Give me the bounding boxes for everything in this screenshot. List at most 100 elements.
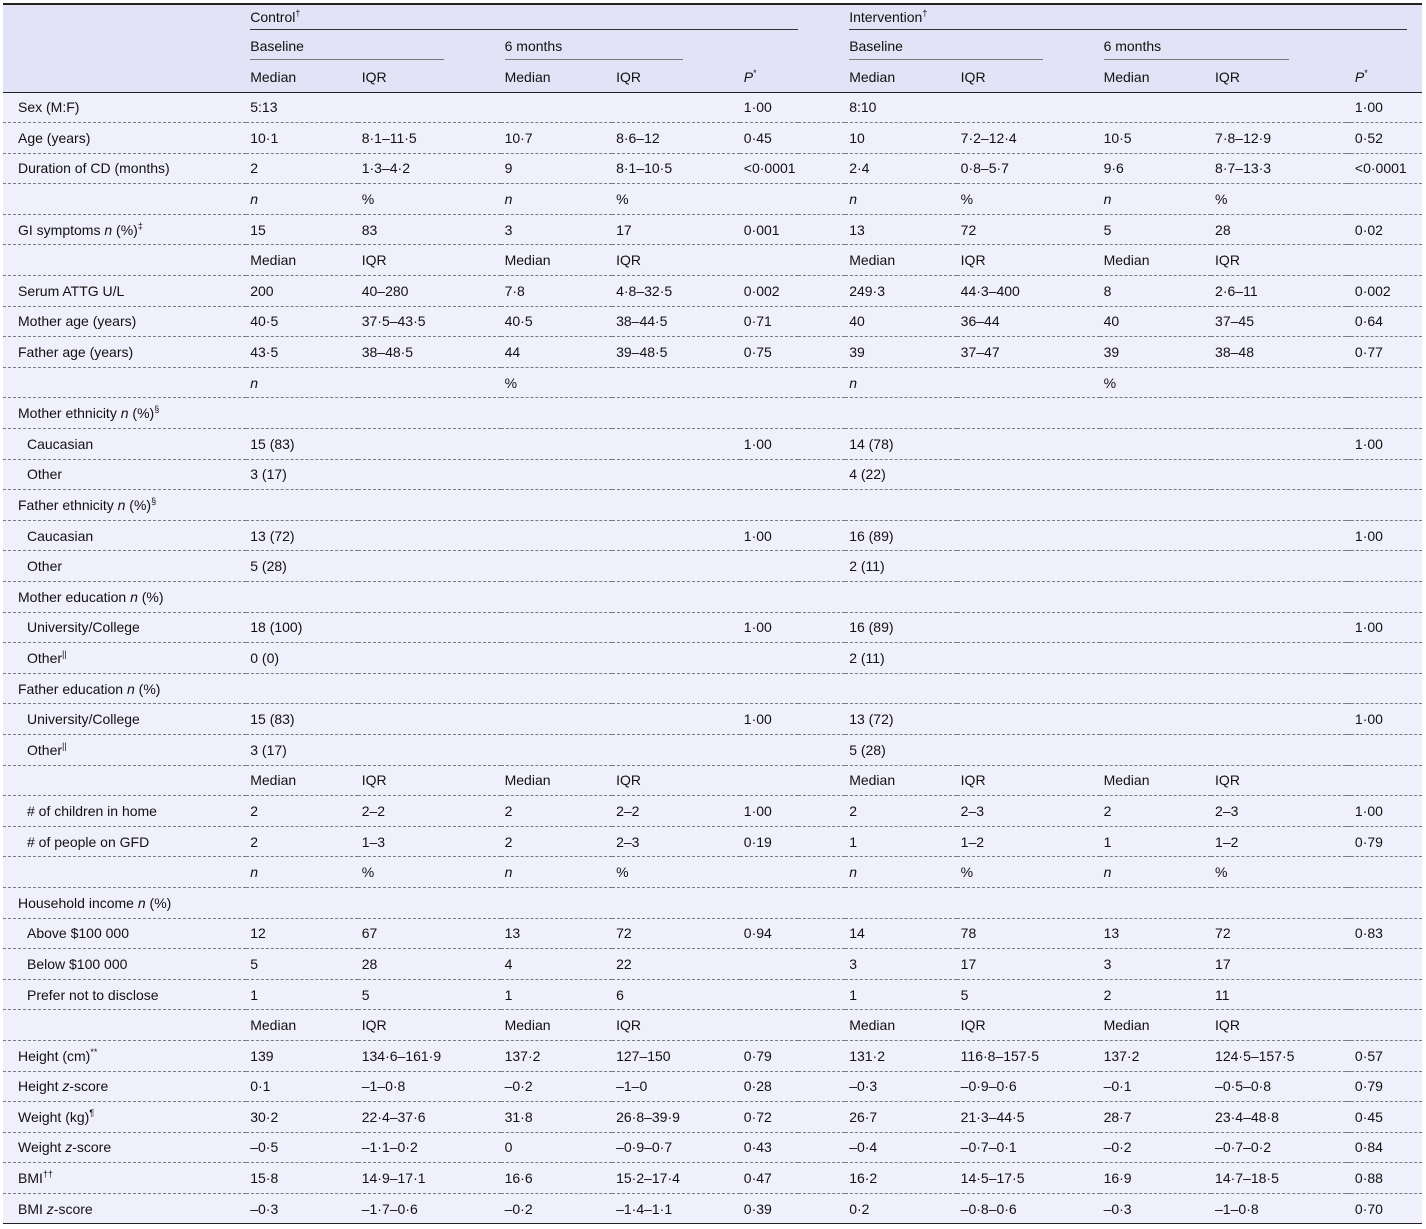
control-baseline-median: 30·2	[246, 1101, 358, 1133]
control-baseline-iqr: 1–3	[357, 826, 501, 858]
control-p-value: 0·94	[739, 918, 846, 950]
intervention-6m-median: 5	[1099, 214, 1212, 246]
intervention-baseline-median: –0·4	[845, 1132, 957, 1164]
control-p-value	[739, 459, 846, 491]
control-baseline-median: n	[246, 183, 358, 215]
control-6m-iqr	[612, 367, 740, 399]
control-6m-median: 0	[500, 1132, 613, 1164]
intervention-6m-iqr: 8·7–13·3	[1211, 153, 1346, 185]
table-row: Median IQR Median IQR Median IQR Median IQR	[3, 244, 1422, 277]
table-row: n% n% n% n%	[3, 856, 1422, 888]
table-row: Prefer not to disclose 1 5 1 6 1 5 2 11	[3, 979, 1422, 1011]
intervention-6m-iqr	[1211, 428, 1346, 460]
intervention-p-value	[1350, 581, 1422, 613]
intervention-baseline-iqr: 44·3–400	[956, 275, 1100, 307]
control-baseline-iqr	[357, 92, 501, 124]
intervention-6m-median: –0·1	[1099, 1071, 1212, 1103]
control-baseline-iqr	[357, 612, 501, 644]
intervention-baseline-median	[845, 673, 957, 705]
control-6m-median	[500, 459, 613, 491]
spacer-cell	[1345, 1040, 1351, 1072]
intervention-6m-iqr: 14·7–18·5	[1211, 1162, 1346, 1194]
control-baseline-iqr: %	[357, 856, 501, 888]
intervention-6m-iqr	[1211, 581, 1346, 613]
spacer-cell	[1345, 612, 1351, 644]
control-p-value	[739, 489, 846, 521]
intervention-6m-median	[1099, 459, 1212, 491]
intervention-baseline-median: 1	[845, 979, 957, 1011]
intervention-6m-median: 2	[1099, 795, 1212, 827]
intervention-6m-iqr: IQR	[1211, 765, 1346, 797]
control-6m-median	[500, 673, 613, 705]
control-6m-iqr	[612, 489, 740, 521]
control-p-value: 0·72	[739, 1101, 846, 1133]
intervention-p-value	[1350, 397, 1422, 430]
table-row: BMI z-score –0·3 –1·7–0·6 –0·2 –1·4–1·1 0·39 0…	[3, 1193, 1422, 1225]
intervention-baseline-iqr: 116·8–157·5	[956, 1040, 1100, 1072]
intervention-6m-median: 9·6	[1099, 153, 1212, 185]
control-6m-median: 31·8	[500, 1101, 613, 1133]
spacer-cell	[1345, 581, 1351, 613]
control-baseline-median: 0 (0)	[246, 642, 358, 674]
intervention-6m-median	[1099, 581, 1212, 613]
control-p-value	[739, 734, 846, 766]
control-6m-iqr: 17	[612, 214, 740, 246]
control-6m-iqr: %	[612, 183, 740, 215]
intervention-baseline-iqr	[956, 550, 1100, 582]
control-6m-iqr: 2–3	[612, 826, 740, 858]
intervention-6m-iqr	[1211, 367, 1346, 399]
intervention-6m-iqr	[1211, 520, 1346, 552]
control-6m-median: 1	[500, 979, 613, 1011]
intervention-p-value: <0·0001	[1350, 153, 1422, 185]
intervention-6m-iqr: 1–2	[1211, 826, 1346, 858]
intervention-baseline-iqr	[956, 489, 1100, 521]
intervention-baseline-iqr	[956, 734, 1100, 766]
control-baseline-iqr	[357, 428, 501, 460]
intervention-p-value	[1350, 489, 1422, 521]
intervention-p-value	[1350, 550, 1422, 582]
table-row: # of children in home 2 2–2 2 2–2 1·00 2 2–3 2 2–…	[3, 795, 1422, 827]
intervention-p-value: 0·79	[1350, 826, 1422, 858]
intervention-p-value	[1350, 1009, 1422, 1041]
intervention-6m-median	[1099, 428, 1212, 460]
intervention-baseline-iqr	[956, 673, 1100, 705]
intervention-6m-median: %	[1099, 367, 1212, 399]
spacer-cell	[1345, 734, 1351, 766]
spacer-cell	[1345, 673, 1351, 705]
row-label: Duration of CD (months)	[3, 153, 247, 185]
control-6m-iqr	[612, 550, 740, 582]
intervention-6m-iqr: IQR	[1211, 244, 1346, 277]
control-baseline-median	[246, 887, 358, 919]
control-baseline-median: 15·8	[246, 1162, 358, 1194]
intervention-6m-median: n	[1099, 856, 1212, 888]
row-label	[3, 183, 247, 215]
intervention-6m-median	[1099, 92, 1212, 124]
intervention-baseline-iqr	[956, 92, 1100, 124]
control-baseline-iqr: –1–0·8	[357, 1071, 501, 1103]
intervention-baseline-iqr: 1–2	[956, 826, 1100, 858]
control-baseline-median: 43·5	[246, 336, 358, 368]
control-baseline-iqr: 134·6–161·9	[357, 1040, 501, 1072]
row-label: Household income n (%)	[3, 887, 247, 919]
control-6m-iqr	[612, 520, 740, 552]
control-p-value: 0·19	[739, 826, 846, 858]
table-row: Age (years) 10·1 8·1–11·5 10·7 8·6–12 0·45 10 7…	[3, 122, 1422, 154]
control-baseline-iqr	[357, 520, 501, 552]
control-baseline-iqr: 8·1–11·5	[357, 122, 501, 154]
control-6m-iqr: 15·2–17·4	[612, 1162, 740, 1194]
intervention-baseline-iqr	[956, 581, 1100, 613]
intervention-baseline-iqr: 21·3–44·5	[956, 1101, 1100, 1133]
intervention-6m-median: –0·2	[1099, 1132, 1212, 1164]
intervention-6m-median: n	[1099, 183, 1212, 215]
intervention-p-value: 0·002	[1350, 275, 1422, 307]
intervention-p-value	[1350, 673, 1422, 705]
table-row: Mother age (years) 40·5 37·5–43·5 40·5 38–44…	[3, 306, 1422, 338]
spacer-cell	[1345, 703, 1351, 735]
control-baseline-median: 5:13	[246, 92, 358, 124]
row-label: Other||	[3, 642, 247, 674]
row-label: University/College	[3, 612, 247, 644]
row-label: # of children in home	[3, 795, 247, 827]
row-label	[3, 765, 247, 797]
table-body: Sex (M:F) 5:13 1·00 8:10 1·00 Age (years) 10·1…	[3, 92, 1422, 1225]
row-label	[3, 244, 247, 277]
